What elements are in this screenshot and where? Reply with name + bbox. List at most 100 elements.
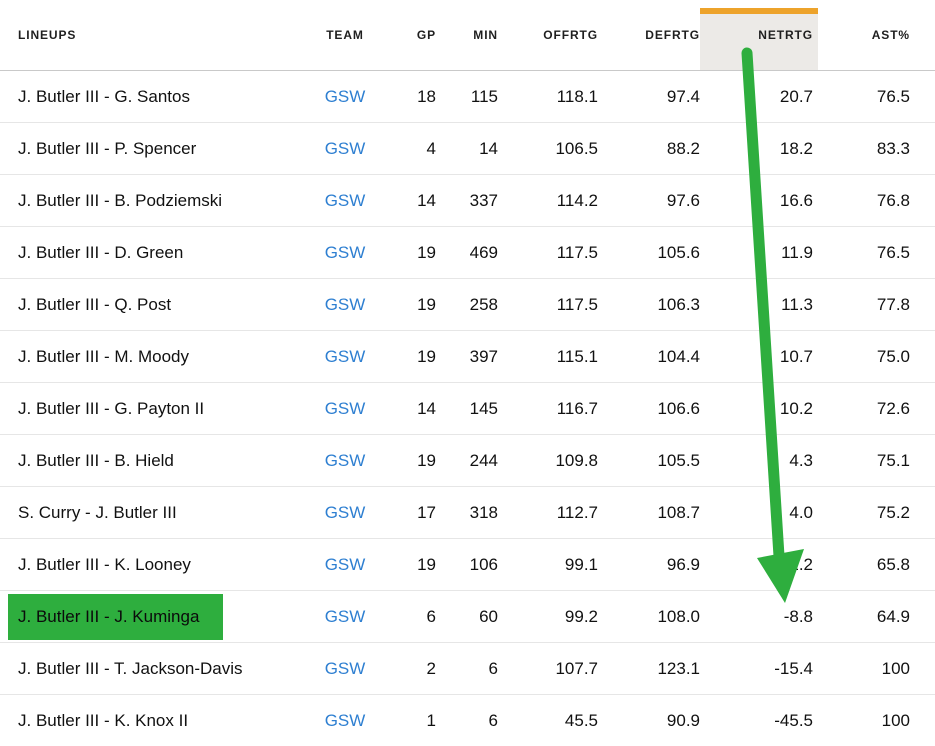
defrtg-value: 105.6	[657, 242, 700, 262]
team-cell: GSW	[310, 123, 380, 175]
astpct-value: 100	[881, 710, 910, 730]
netrtg-value: -45.5	[774, 710, 813, 730]
lineup-name: J. Butler III - P. Spencer	[18, 138, 197, 158]
min-value: 115	[470, 86, 498, 106]
lineup-name: J. Butler III - D. Green	[18, 242, 184, 262]
netrtg-value: 11.3	[781, 294, 813, 314]
table-row: J. Butler III - J. Kuminga GSW 6 60 99.2 108.…	[0, 591, 935, 643]
netrtg-value: 4.3	[789, 450, 813, 470]
team-link[interactable]: GSW	[324, 242, 366, 262]
lineup-name: J. Butler III - Q. Post	[18, 294, 172, 314]
astpct-value: 83.3	[876, 138, 910, 158]
column-header-offrtg[interactable]: OFFRTG	[543, 28, 598, 42]
defrtg-value: 108.0	[657, 606, 700, 626]
team-link[interactable]: GSW	[324, 86, 366, 106]
team-link[interactable]: GSW	[324, 502, 366, 522]
offrtg-value: 99.2	[564, 606, 598, 626]
gp-value: 17	[417, 502, 436, 522]
team-link[interactable]: GSW	[324, 190, 366, 210]
team-cell: GSW	[310, 279, 380, 331]
min-value: 258	[469, 294, 498, 314]
gp-value: 19	[417, 294, 436, 314]
offrtg-value: 117.5	[556, 294, 598, 314]
netrtg-value: 4.0	[789, 502, 813, 522]
column-header-min[interactable]: MIN	[473, 28, 498, 42]
table-row: J. Butler III - D. Green GSW 19 469 117.5 105…	[0, 227, 935, 279]
table-row: J. Butler III - G. Payton II GSW 14 145 116.…	[0, 383, 935, 435]
lineup-cell: J. Butler III - Q. Post	[0, 279, 310, 331]
astpct-value: 64.9	[876, 606, 910, 626]
column-header-lineup[interactable]: LINEUPS	[18, 28, 77, 42]
gp-value: 19	[417, 346, 436, 366]
offrtg-value: 45.5	[564, 710, 598, 730]
offrtg-value: 117.5	[556, 242, 598, 262]
team-cell: GSW	[310, 227, 380, 279]
team-link[interactable]: GSW	[324, 294, 366, 314]
column-header-astpct[interactable]: AST%	[871, 28, 910, 42]
defrtg-value: 97.4	[666, 86, 700, 106]
lineup-name: J. Butler III - K. Knox II	[18, 710, 189, 730]
table-row: J. Butler III - K. Knox II GSW 1 6 45.5 90.9 -…	[0, 695, 935, 746]
defrtg-value: 97.6	[666, 190, 700, 210]
table-header: LINEUPS TEAM GP MIN OFFRTG DEFRTG NETRTG AST%	[0, 0, 935, 71]
team-link[interactable]: GSW	[324, 138, 366, 158]
team-link[interactable]: GSW	[324, 346, 366, 366]
min-value: 106	[469, 554, 498, 574]
team-cell: GSW	[310, 695, 380, 746]
gp-value: 19	[417, 450, 436, 470]
team-cell: GSW	[310, 383, 380, 435]
header-row: LINEUPS TEAM GP MIN OFFRTG DEFRTG NETRTG AST%	[0, 0, 935, 71]
astpct-value: 65.8	[876, 554, 910, 574]
netrtg-value: 16.6	[779, 190, 813, 210]
lineup-cell: J. Butler III - T. Jackson-Davis	[0, 643, 310, 695]
lineup-name: J. Butler III - G. Payton II	[18, 398, 205, 418]
lineup-name: S. Curry - J. Butler III	[18, 502, 177, 522]
gp-value: 6	[426, 606, 436, 626]
defrtg-value: 88.2	[666, 138, 700, 158]
offrtg-value: 116.7	[556, 398, 598, 418]
gp-value: 18	[417, 86, 436, 106]
table-row: J. Butler III - T. Jackson-Davis GSW 2 6 107…	[0, 643, 935, 695]
astpct-value: 75.1	[876, 450, 910, 470]
column-header-defrtg[interactable]: DEFRTG	[645, 28, 700, 42]
min-value: 6	[488, 710, 498, 730]
defrtg-value: 104.4	[657, 346, 700, 366]
gp-value: 14	[417, 398, 436, 418]
team-link[interactable]: GSW	[324, 710, 366, 730]
defrtg-value: 105.5	[657, 450, 700, 470]
min-value: 397	[469, 346, 498, 366]
team-link[interactable]: GSW	[324, 554, 366, 574]
min-value: 337	[469, 190, 498, 210]
gp-value: 1	[426, 710, 436, 730]
lineup-cell: J. Butler III - D. Green	[0, 227, 310, 279]
lineup-name: J. Butler III - B. Hield	[18, 450, 174, 470]
astpct-value: 72.6	[876, 398, 910, 418]
table-row: J. Butler III - M. Moody GSW 19 397 115.1 104…	[0, 331, 935, 383]
team-link[interactable]: GSW	[324, 450, 366, 470]
netrtg-value: -15.4	[774, 658, 813, 678]
min-value: 6	[488, 658, 498, 678]
netrtg-value: 20.7	[779, 86, 813, 106]
netrtg-value: 2.2	[789, 554, 813, 574]
netrtg-value: -8.8	[783, 606, 813, 626]
table-row: J. Butler III - B. Hield GSW 19 244 109.8 105…	[0, 435, 935, 487]
defrtg-value: 108.7	[657, 502, 700, 522]
lineup-cell: J. Butler III - J. Kuminga	[0, 591, 310, 643]
team-link[interactable]: GSW	[324, 398, 366, 418]
team-link[interactable]: GSW	[324, 606, 366, 626]
column-header-team[interactable]: TEAM	[326, 28, 364, 42]
team-cell: GSW	[310, 175, 380, 227]
team-link[interactable]: GSW	[324, 658, 366, 678]
astpct-value: 77.8	[876, 294, 910, 314]
min-value: 60	[479, 606, 498, 626]
lineup-cell: J. Butler III - K. Looney	[0, 539, 310, 591]
column-header-gp[interactable]: GP	[416, 28, 436, 42]
netrtg-value: 18.2	[779, 138, 813, 158]
gp-value: 2	[426, 658, 436, 678]
column-header-netrtg[interactable]: NETRTG	[700, 0, 818, 71]
table-row: J. Butler III - G. Santos GSW 18 115 118.1 97…	[0, 71, 935, 123]
lineup-cell: J. Butler III - B. Podziemski	[0, 175, 310, 227]
team-cell: GSW	[310, 591, 380, 643]
gp-value: 14	[417, 190, 436, 210]
gp-value: 19	[417, 554, 436, 574]
